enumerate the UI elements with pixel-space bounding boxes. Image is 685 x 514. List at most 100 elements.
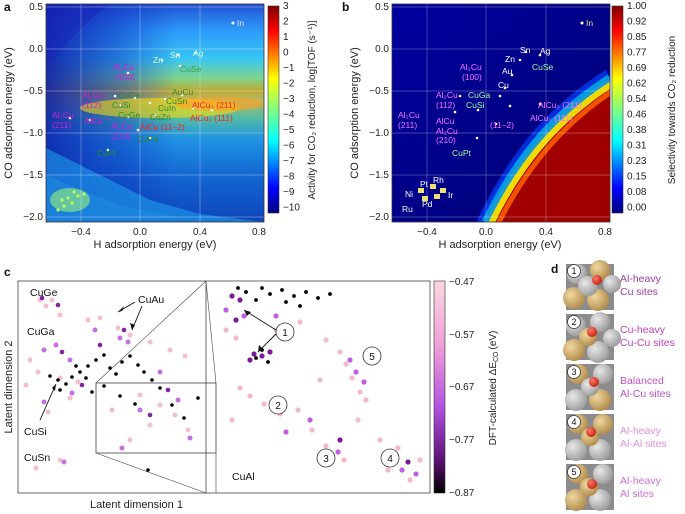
b-label: (11–2): [490, 120, 514, 130]
a-label: CuSi: [112, 100, 131, 110]
c-marker: 1: [282, 328, 288, 339]
a-colorbar-label: Activity for CO₂ reduction, log[TOF (s⁻¹…: [307, 20, 318, 199]
b-label: Ru: [402, 204, 413, 214]
b-label: (210): [436, 135, 456, 145]
site-card-3: 3: [565, 364, 614, 411]
panel-c-letter: c: [4, 265, 11, 279]
b-ytick-3: −0.5: [369, 86, 389, 97]
b-xtick-2: 0.0: [479, 227, 493, 238]
b-label: Zn: [505, 54, 515, 64]
a-xtick-4: 0.8: [252, 227, 266, 238]
c-cbar-tick: −0.57: [449, 330, 475, 341]
a-cbar-tick: −5: [283, 125, 295, 136]
c-marker: 4: [387, 454, 393, 465]
b-ylabel: CO adsorption energy (eV): [349, 47, 361, 178]
b-label: AlCu₃ (211): [538, 100, 582, 110]
a-label: Sn: [170, 50, 181, 60]
b-label: Rh: [433, 175, 444, 185]
b-xlabel: H adsorption energy (eV): [439, 239, 562, 251]
a-xtick-2: 0.0: [133, 227, 147, 238]
b-ytick-1: 0.5: [375, 2, 389, 13]
site-card-4: 4: [565, 414, 614, 461]
a-label: CuGa: [118, 90, 140, 100]
b-cbar-tick: 0.23: [627, 156, 647, 167]
b-xtick-4: 0.8: [598, 227, 612, 238]
site-num: 2: [571, 317, 576, 327]
a-cbar-tick: −3: [283, 94, 295, 105]
a-label: CuPt: [97, 148, 117, 158]
a-ytick-5: −1.5: [23, 170, 43, 181]
site-line2: Cu-Cu sites: [620, 337, 675, 349]
a-ytick-2: 0.0: [29, 44, 43, 55]
c-cbar-tick: −0.47: [449, 277, 475, 288]
b-ytick-4: −1.0: [369, 128, 389, 139]
c-overview-points: [23, 295, 200, 472]
site-card-2: 2: [563, 312, 621, 363]
b-label: Al₂Cu: [398, 110, 420, 120]
site-card-1: 1: [563, 260, 621, 311]
c-cluster-label: CuGa: [27, 326, 55, 338]
b-label: Pt: [420, 179, 429, 189]
c-cbar-tick: −0.77: [449, 435, 475, 446]
a-label: CuSn: [166, 96, 188, 106]
b-cbar-tick: 0.46: [627, 110, 647, 121]
a-label: AlCu₃ (111): [190, 113, 233, 123]
b-cbar-tick: 0.69: [627, 63, 647, 74]
b-cbar-tick: 0.15: [627, 172, 647, 183]
site-line1: Al-heavy: [620, 273, 662, 285]
a-label: Al₂Cu: [82, 90, 104, 100]
site-line2: Al-Cu sites: [620, 388, 671, 400]
c-cluster-labels: CuGe CuAu CuGa CuSi CuSn CuAl: [24, 287, 255, 483]
b-cbar-tick: 0.54: [627, 94, 647, 105]
a-label: AlCu (11–2): [140, 122, 185, 132]
c-ylabel: Latent dimension 2: [3, 341, 15, 434]
site-line1: Al-heavy: [620, 475, 662, 487]
b-labels: In Sn Ag Zn Au CuSe Cu Al₂Cu (100) Al₂Cu…: [398, 18, 593, 214]
panel-a-heatmap: [46, 4, 264, 222]
c-cbar-main: DFT-calculated ΔE: [488, 362, 499, 446]
site-line1: Balanced: [620, 375, 664, 387]
b-colorbar: [611, 5, 624, 214]
a-cbar-tick: 3: [283, 1, 289, 12]
b-label: Ni: [405, 189, 413, 199]
b-colorbar-label: Selectivity towards CO₂ reduction: [667, 36, 678, 184]
c-cbar-unit: (eV): [488, 331, 499, 350]
b-label: CuSi: [466, 100, 485, 110]
c-cbar-sub: CO: [493, 351, 500, 362]
c-zoom-points: [223, 286, 423, 483]
a-xtick-1: −0.4: [71, 227, 91, 238]
panel-b-heatmap: [392, 4, 610, 222]
panel-c: c: [3, 265, 500, 511]
a-xlabel: H adsorption energy (eV): [94, 239, 217, 251]
site-num: 5: [571, 467, 576, 477]
a-cbar-tick: −4: [283, 110, 295, 121]
a-cbar-tick: 2: [283, 17, 289, 28]
b-ytick-5: −1.5: [369, 170, 389, 181]
b-cbar-tick: 0.92: [627, 17, 647, 28]
site-num: 4: [571, 417, 576, 427]
a-cbar-tick: 0: [283, 48, 289, 59]
c-colorbar: [433, 280, 446, 494]
c-marker: 3: [323, 454, 329, 465]
b-ytick-6: −2.0: [369, 212, 389, 223]
b-label: Ir: [448, 190, 453, 200]
b-label: Al₂Cu: [436, 126, 458, 136]
b-ytick-2: 0.0: [375, 44, 389, 55]
a-cbar-tick: 1: [283, 32, 289, 43]
a-label: AuCu: [172, 87, 194, 97]
c-cluster-label: CuAl: [232, 471, 255, 483]
c-markers: 1 2 3 4 5: [268, 322, 400, 468]
a-label: (112): [82, 100, 101, 110]
panel-b-letter: b: [342, 0, 349, 14]
b-cbar-tick: 1.00: [627, 1, 647, 12]
b-cbar-tick: 0.62: [627, 79, 647, 90]
a-label: CuIn: [158, 103, 176, 113]
b-label: Al₂Cu: [436, 90, 458, 100]
b-label: Sn: [520, 45, 531, 55]
b-cbar-tick: 0.08: [627, 187, 647, 198]
b-label: Pd: [422, 199, 433, 209]
a-label: In: [237, 18, 244, 28]
b-label: Al₂Cu: [460, 62, 482, 72]
b-points: [453, 21, 584, 140]
